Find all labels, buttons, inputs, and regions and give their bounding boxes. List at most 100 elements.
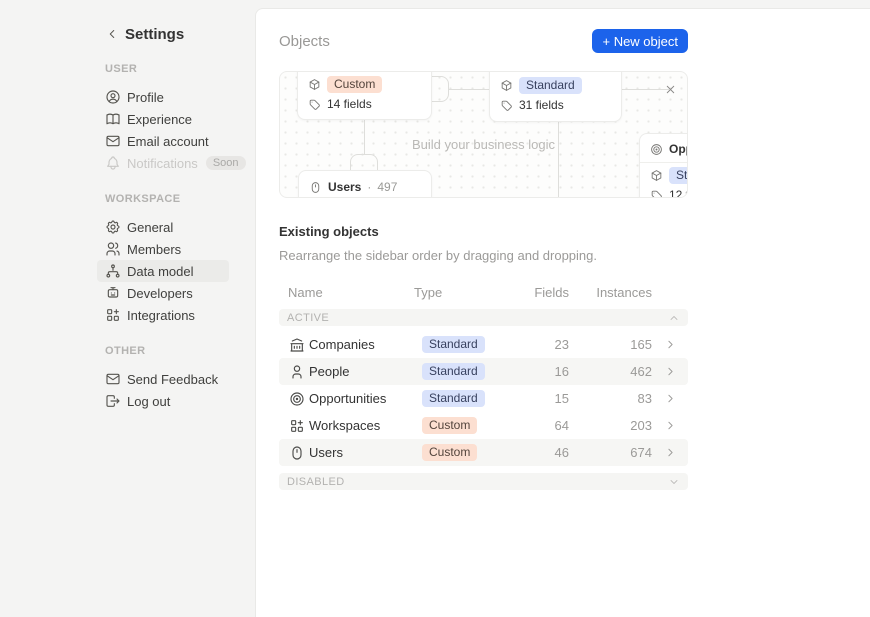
opportunities-object-node: Opportunities Standard 12 fields: [639, 133, 687, 197]
record-count: 497: [377, 180, 398, 194]
logout-icon: [106, 395, 120, 407]
section-label-other: OTHER: [105, 345, 146, 357]
chevron-right-icon: [667, 448, 673, 457]
apps-icon: [291, 419, 303, 432]
chevron-down-icon: [670, 479, 678, 484]
object-name: Workspaces: [309, 418, 381, 433]
apps-icon: [107, 309, 119, 321]
sidebar-item-experience[interactable]: Experience: [97, 108, 229, 130]
type-badge: Custom: [422, 417, 478, 434]
section-label-workspace: WORKSPACE: [105, 193, 181, 205]
sidebar-item-members[interactable]: Members: [97, 238, 229, 260]
record-count-separator: ·: [367, 180, 372, 194]
target-icon: [651, 143, 662, 155]
type-badge: Standard: [422, 336, 485, 353]
column-header-instances: Instances: [596, 284, 652, 300]
object-name: Users: [309, 445, 343, 460]
object-rows: Companies Standard 23 165 People Standar…: [279, 331, 688, 466]
connector-line: [448, 89, 489, 90]
banner-close-button[interactable]: [662, 81, 678, 97]
book-icon: [106, 113, 120, 125]
connector-line: [558, 122, 559, 197]
robot-icon: [107, 287, 119, 298]
users-object-node: Users · 497: [298, 170, 432, 197]
soon-badge: Soon: [205, 156, 246, 170]
members-icon: [106, 242, 120, 256]
main-panel: Objects + New object Custom 14 fields: [255, 8, 870, 617]
table-row-companies[interactable]: Companies Standard 23 165: [279, 331, 688, 358]
chevron-right-icon: [667, 340, 673, 349]
table-header: Name Type Fields Instances: [279, 279, 688, 305]
person-icon: [292, 364, 302, 379]
table-row-users[interactable]: Users Custom 46 674: [279, 439, 688, 466]
new-object-button[interactable]: + New object: [592, 29, 688, 53]
tag-icon: [501, 100, 512, 111]
fields-count-label: 14 fields: [327, 97, 372, 111]
fields-count: 64: [554, 418, 569, 433]
sidebar-item-integrations[interactable]: Integrations: [97, 304, 229, 326]
mouse-icon: [292, 445, 302, 460]
sidebar-item-send-feedback[interactable]: Send Feedback: [97, 368, 229, 390]
chevron-left-icon: [109, 30, 115, 38]
connector-line: [622, 89, 669, 90]
sidebar-item-developers[interactable]: Developers: [97, 282, 229, 304]
connector-bracket: [350, 154, 378, 171]
sidebar-item-label: Email account: [127, 133, 209, 149]
active-section-label: ACTIVE: [287, 311, 330, 324]
type-badge: Standard: [422, 363, 485, 380]
chevron-right-icon: [667, 394, 673, 403]
sidebar-item-log-out[interactable]: Log out: [97, 390, 229, 412]
chevron-right-icon: [667, 421, 673, 430]
user-circle-icon: [106, 90, 120, 104]
object-name: Companies: [309, 337, 375, 352]
object-name: Users: [328, 180, 362, 194]
sidebar-item-notifications: Notifications Soon: [97, 152, 246, 174]
sidebar-item-label: Members: [127, 241, 182, 257]
mail-icon: [106, 373, 120, 385]
settings-back[interactable]: Settings: [97, 24, 229, 44]
sidebar-item-label: Profile: [127, 89, 164, 105]
table-row-workspaces[interactable]: Workspaces Custom 64 203: [279, 412, 688, 439]
type-badge: Custom: [327, 75, 383, 93]
fields-count: 23: [554, 337, 569, 352]
sidebar-item-data-model[interactable]: Data model: [97, 260, 229, 282]
cube-icon: [501, 79, 512, 91]
fields-count: 46: [554, 445, 569, 460]
instances-count: 203: [630, 418, 652, 433]
disabled-section-bar[interactable]: DISABLED: [279, 473, 688, 490]
chevron-right-icon: [667, 367, 673, 376]
type-badge: Standard: [519, 76, 582, 94]
target-icon: [290, 391, 304, 406]
type-badge: Custom: [422, 444, 478, 461]
sidebar-item-label: General: [127, 219, 174, 235]
connector-line: [364, 120, 365, 154]
sidebar-item-profile[interactable]: Profile: [97, 86, 229, 108]
fields-count: 16: [554, 364, 569, 379]
table-row-opportunities[interactable]: Opportunities Standard 15 83: [279, 385, 688, 412]
object-name: Opportunities: [309, 391, 387, 406]
sidebar-item-label: Integrations: [127, 307, 195, 323]
standard-object-node: Standard 31 fields: [489, 72, 622, 122]
instances-count: 165: [630, 337, 652, 352]
mail-icon: [106, 135, 120, 147]
chevron-up-icon: [670, 315, 678, 320]
object-name: People: [309, 364, 350, 379]
sidebar-item-label: Notifications: [127, 155, 198, 171]
settings-sidebar: Settings USER Profile Experience Email a…: [97, 24, 246, 412]
settings-title: Settings: [125, 25, 185, 43]
object-name: Opportunities: [669, 142, 687, 156]
hierarchy-icon: [106, 264, 120, 278]
active-section-bar[interactable]: ACTIVE: [279, 309, 688, 326]
existing-objects-subtitle: Rearrange the sidebar order by dragging …: [279, 248, 597, 263]
connector-bracket: [432, 76, 449, 102]
instances-count: 674: [630, 445, 652, 460]
table-row-people[interactable]: People Standard 16 462: [279, 358, 688, 385]
tag-icon: [309, 99, 320, 110]
sidebar-item-label: Log out: [127, 393, 171, 409]
data-model-banner: Custom 14 fields Standard 31 fields Buil…: [279, 71, 688, 198]
tag-icon: [651, 190, 662, 197]
sidebar-item-email-account[interactable]: Email account: [97, 130, 229, 152]
column-header-fields: Fields: [534, 284, 569, 300]
disabled-section-label: DISABLED: [287, 475, 345, 488]
sidebar-item-general[interactable]: General: [97, 216, 229, 238]
